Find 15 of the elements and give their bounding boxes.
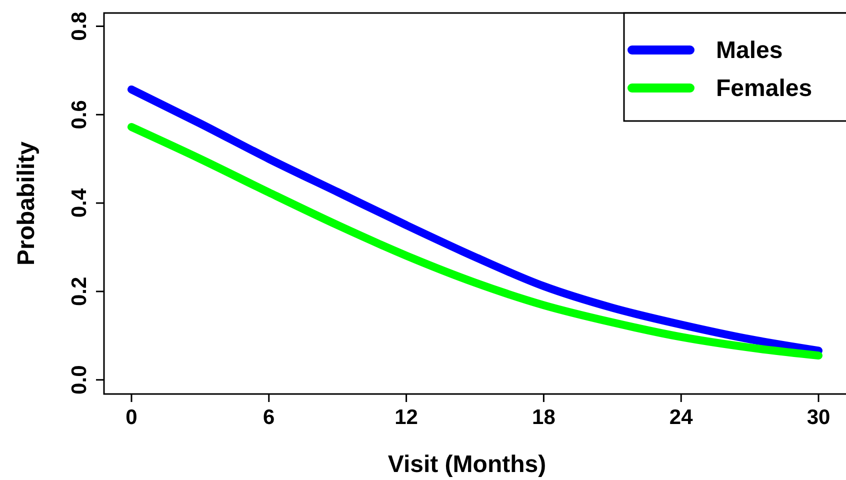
x-tick-label: 12 xyxy=(394,406,418,429)
x-tick-label: 6 xyxy=(263,406,275,429)
y-tick-label: 0.2 xyxy=(68,276,91,306)
legend-label: Males xyxy=(716,37,783,64)
x-tick-label: 30 xyxy=(806,406,830,429)
y-tick-label: 0.6 xyxy=(68,100,91,130)
x-tick-label: 24 xyxy=(669,406,694,429)
x-tick-label: 18 xyxy=(532,406,556,429)
x-axis-title: Visit (Months) xyxy=(388,451,546,478)
y-tick-label: 0.4 xyxy=(68,188,91,218)
x-tick-label: 0 xyxy=(126,406,138,429)
y-axis-title: Probability xyxy=(13,140,40,266)
y-tick-label: 0.0 xyxy=(68,365,91,394)
legend-label: Females xyxy=(716,75,812,102)
y-tick-label: 0.8 xyxy=(68,11,91,41)
